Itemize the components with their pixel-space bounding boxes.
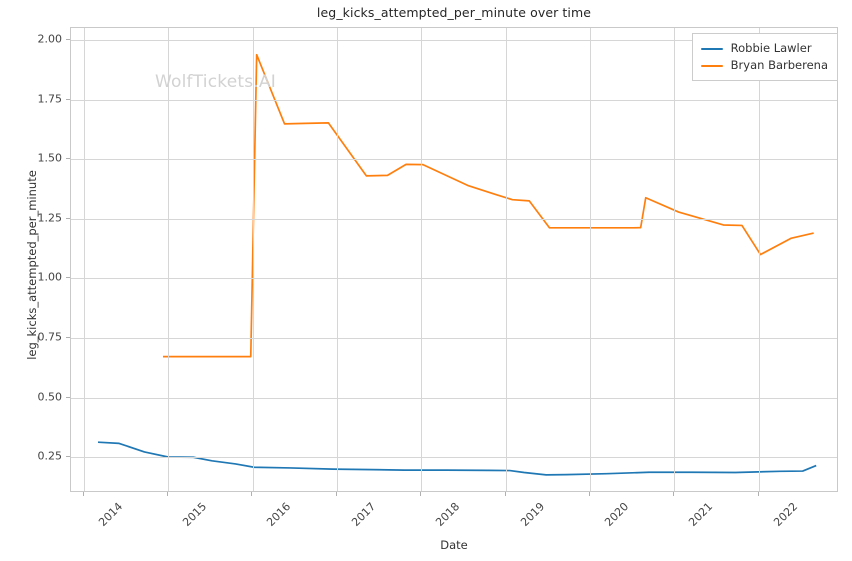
x-tick-label: 2017 — [349, 500, 379, 529]
x-tick-label: 2016 — [264, 500, 294, 529]
y-tick-mark — [66, 38, 70, 40]
x-axis-label: Date — [440, 538, 468, 552]
gridline-x-2014 — [83, 28, 85, 491]
plot-area: WolfTickets.AI — [70, 27, 838, 492]
gridline-y-0.75 — [71, 338, 837, 339]
gridline-x-2018 — [421, 28, 423, 491]
x-tick-mark — [82, 492, 84, 496]
gridline-y-1.75 — [71, 99, 837, 101]
x-tick-label: 2018 — [433, 500, 463, 529]
series-lines — [97, 53, 817, 476]
x-tick-label: 2015 — [180, 500, 210, 529]
chart-title: leg_kicks_attempted_per_minute over time — [316, 5, 592, 20]
y-tick-label: 0.25 — [37, 449, 63, 463]
gridline-x-2016 — [252, 28, 254, 491]
legend-swatch-icon — [700, 64, 723, 67]
x-tick-mark — [167, 492, 169, 496]
gridline-x-2015 — [168, 28, 170, 491]
x-tick-mark — [504, 492, 506, 496]
y-tick-mark — [66, 337, 70, 338]
gridline-x-2020 — [590, 28, 591, 491]
chart-legend[interactable]: Robbie Lawler Bryan Barberena — [691, 33, 838, 81]
x-tick-mark — [251, 492, 253, 496]
legend-label: Bryan Barberena — [730, 58, 828, 72]
x-tick-label: 2020 — [602, 500, 632, 529]
y-tick-label: 2.00 — [37, 32, 63, 46]
legend-label: Robbie Lawler — [730, 41, 812, 55]
gridline-y-0.50 — [71, 397, 837, 399]
y-tick-mark — [66, 217, 70, 219]
y-tick-label: 1.25 — [37, 211, 63, 225]
x-tick-label: 2022 — [771, 500, 801, 529]
gridline-x-2021 — [674, 28, 676, 491]
y-tick-label: 1.00 — [37, 270, 63, 284]
x-tick-mark — [673, 492, 675, 496]
gridline-y-2.00 — [71, 39, 837, 41]
y-axis-label: leg_kicks_attempted_per_minute — [25, 170, 39, 360]
gridline-y-0.25 — [71, 457, 837, 459]
series-line-bryan-barberena — [162, 53, 814, 358]
x-tick-mark — [589, 492, 591, 496]
y-tick-label: 1.50 — [37, 151, 63, 165]
y-tick-mark — [66, 158, 70, 160]
legend-item-bryan-barberena[interactable]: Bryan Barberena — [700, 57, 828, 74]
gridline-y-1.00 — [71, 278, 837, 280]
gridline-x-2019 — [505, 28, 507, 491]
legend-item-robbie-lawler[interactable]: Robbie Lawler — [700, 40, 828, 57]
y-tick-label: 0.50 — [37, 390, 63, 404]
x-tick-mark — [420, 492, 422, 496]
gridline-x-2022 — [758, 28, 760, 491]
gridline-y-1.50 — [71, 159, 837, 161]
y-tick-mark — [66, 396, 70, 398]
y-tick-mark — [66, 98, 70, 100]
x-tick-label: 2019 — [517, 500, 547, 529]
x-tick-mark — [335, 492, 337, 496]
legend-swatch-icon — [700, 47, 723, 50]
y-tick-mark — [66, 456, 70, 458]
gridline-y-1.25 — [71, 218, 837, 220]
y-tick-mark — [66, 277, 70, 279]
x-tick-mark — [757, 492, 759, 496]
x-tick-label: 2014 — [95, 500, 125, 529]
gridline-x-2017 — [336, 28, 338, 491]
y-tick-label: 1.75 — [37, 92, 63, 106]
y-tick-label: 0.75 — [37, 330, 63, 344]
x-tick-label: 2021 — [686, 500, 716, 529]
series-line-robbie-lawler — [97, 441, 817, 476]
